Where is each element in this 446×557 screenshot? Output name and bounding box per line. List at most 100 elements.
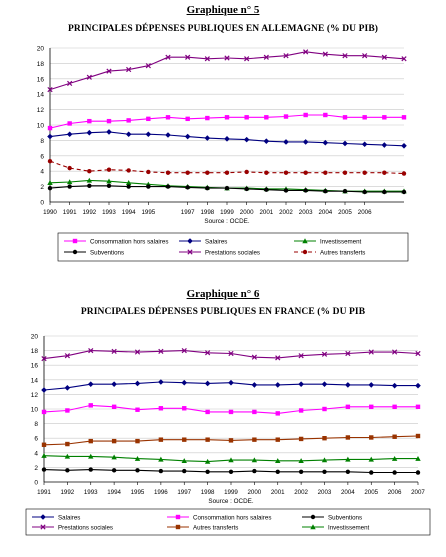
data-point (228, 457, 234, 463)
data-point (298, 353, 304, 359)
data-point (111, 348, 117, 354)
x-tick-label: 2001 (259, 209, 273, 216)
legend-label: Autres transferts (320, 249, 365, 256)
y-tick-label: 12 (31, 392, 39, 399)
data-point (47, 158, 53, 164)
data-point (275, 437, 280, 442)
series-line (47, 49, 407, 93)
data-point (392, 349, 398, 355)
x-tick-label: 2007 (411, 489, 425, 496)
data-point (302, 139, 309, 145)
data-point (298, 458, 304, 464)
legend-marker (40, 524, 46, 530)
data-point (134, 380, 141, 387)
data-point (126, 66, 132, 73)
data-point (111, 438, 117, 444)
data-point (181, 379, 188, 386)
y-tick-label: 4 (40, 169, 44, 176)
data-point (165, 170, 171, 175)
legend-label: Investissement (320, 238, 362, 245)
data-point (345, 404, 351, 410)
x-tick-label: 2002 (279, 209, 293, 216)
data-point (303, 170, 308, 175)
data-point (303, 188, 308, 193)
data-point (205, 437, 210, 442)
data-point (182, 468, 187, 474)
data-point (392, 434, 397, 439)
data-point (342, 140, 348, 147)
data-point (165, 132, 171, 138)
data-point (263, 138, 270, 144)
data-point (158, 468, 164, 474)
data-point (322, 51, 328, 57)
data-point (368, 382, 375, 388)
data-point (135, 438, 140, 444)
data-point (264, 187, 269, 192)
data-point (106, 68, 112, 74)
legend-label: Autres transferts (193, 524, 238, 531)
data-point (283, 139, 289, 145)
x-tick-label: 2005 (338, 209, 352, 216)
data-point (126, 168, 131, 173)
source-note: Source : OCDE. (204, 218, 249, 225)
series-line (47, 129, 407, 149)
data-point (401, 115, 407, 120)
chart-2-heading: Graphique n° 6 (186, 288, 260, 300)
data-point (369, 435, 374, 440)
x-tick-label: 1998 (200, 209, 214, 216)
data-point (252, 437, 257, 442)
data-point (66, 131, 73, 138)
chart-1-title: PRINCIPALES DÉPENSES PUBLIQUES EN ALLEMA… (67, 24, 379, 34)
data-point (165, 54, 171, 60)
data-point (205, 185, 210, 191)
data-point (158, 437, 164, 442)
y-tick-label: 8 (34, 421, 38, 428)
data-point (415, 382, 421, 389)
data-point (322, 436, 327, 441)
data-point (146, 169, 151, 175)
y-tick-label: 0 (34, 480, 38, 487)
data-point (86, 74, 92, 80)
legend-marker (187, 249, 193, 255)
data-point (224, 170, 230, 175)
data-point (369, 404, 374, 410)
data-point (47, 180, 53, 185)
x-tick-label: 2004 (341, 489, 355, 496)
data-point (323, 189, 328, 194)
data-point (275, 469, 280, 474)
data-point (251, 382, 258, 388)
data-point (252, 409, 257, 415)
data-point (158, 456, 164, 462)
series-line (41, 433, 421, 447)
series-line (47, 112, 407, 131)
data-point (146, 184, 151, 189)
y-tick-label: 20 (37, 46, 45, 53)
data-point (67, 165, 72, 171)
data-point (88, 467, 93, 472)
data-point (345, 382, 351, 388)
legend-marker (40, 514, 46, 520)
data-point (165, 115, 171, 120)
data-point (182, 406, 187, 411)
data-point (382, 189, 387, 195)
data-point (204, 135, 211, 141)
data-point (185, 116, 190, 122)
data-point (185, 54, 191, 60)
data-point (275, 458, 281, 464)
y-tick-label: 6 (34, 436, 38, 443)
data-point (66, 179, 73, 185)
legend-label: Subventions (328, 514, 362, 521)
y-tick-label: 6 (40, 153, 44, 160)
data-point (88, 453, 94, 459)
series-path (43, 350, 419, 360)
y-tick-label: 14 (31, 377, 39, 384)
data-point (205, 170, 210, 175)
data-point (243, 136, 250, 143)
data-point (111, 381, 117, 387)
data-point (88, 347, 94, 354)
data-point (106, 118, 112, 124)
data-point (204, 56, 210, 62)
data-point (47, 133, 53, 140)
x-tick-label: 1990 (43, 209, 57, 216)
data-point (224, 185, 230, 191)
